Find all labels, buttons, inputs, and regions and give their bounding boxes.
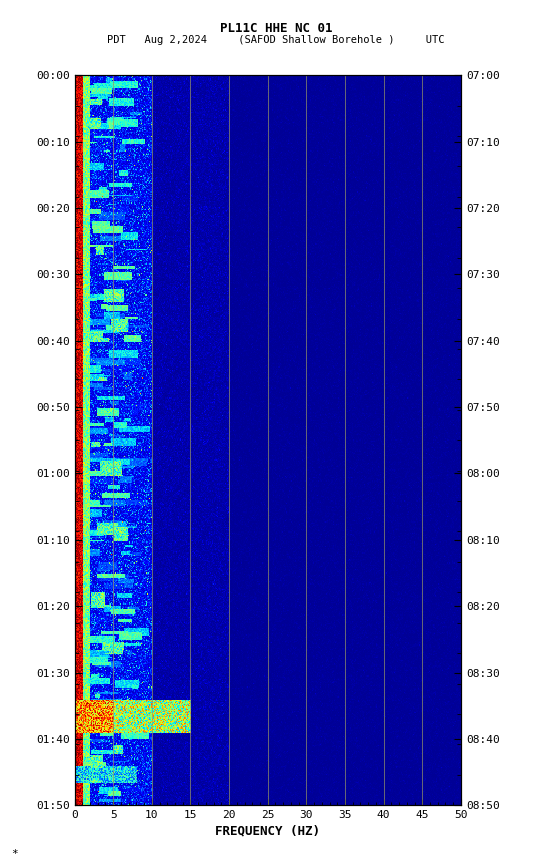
Text: PDT   Aug 2,2024     (SAFOD Shallow Borehole )     UTC: PDT Aug 2,2024 (SAFOD Shallow Borehole )… [107, 35, 445, 45]
X-axis label: FREQUENCY (HZ): FREQUENCY (HZ) [215, 824, 320, 837]
Text: *: * [11, 849, 18, 859]
Text: PL11C HHE NC 01: PL11C HHE NC 01 [220, 22, 332, 35]
